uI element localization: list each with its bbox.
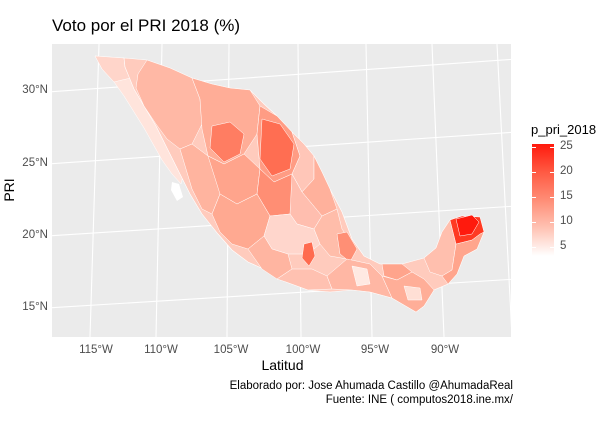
y-tick-label: 25°N [22,157,48,169]
region-coahuila-hot [259,118,295,177]
x-tick-label: 90°W [430,344,460,356]
legend-tick-label: 5 [560,240,567,252]
legend-tick-label: 15 [560,190,573,202]
region-baja-island [171,182,183,201]
caption-author: Elaborado por: Jose Ahumada Castillo @Ah… [229,380,513,392]
caption-source: Fuente: INE ( computos2018.ine.mx/ [325,394,513,406]
legend-tick-mark [550,172,554,173]
map-svg [52,44,511,337]
y-tick-label: 20°N [22,229,48,241]
region-michoacan [247,235,293,280]
region-chiapas-light [403,285,423,301]
region-hot-center [301,241,316,267]
x-tick-label: 100°W [285,344,321,356]
x-tick-label: 115°W [79,344,113,356]
legend-tick-mark [532,197,536,198]
x-tick-label: 105°W [213,344,249,356]
legend-colorbar [532,144,554,256]
legend-title: p_pri_2018 [531,122,597,137]
legend-tick-label: 20 [560,165,573,177]
legend-tick-mark [532,147,536,148]
y-axis-label: PRI [1,178,17,202]
legend-tick-mark [532,222,536,223]
legend-tick-mark [550,197,554,198]
region-chihuahua [191,77,261,165]
region-chihuahua-hot [209,121,245,163]
region-sonora [135,59,203,150]
y-tick-label: 30°N [22,84,48,96]
legend-tick-label: 25 [560,140,573,152]
region-oaxaca-light [351,265,371,287]
map-panel [52,44,511,337]
map-title: Voto por el PRI 2018 (%) [52,16,241,35]
legend-tick-mark [550,222,554,223]
region-yucatan-peak [455,214,480,237]
y-tick-label: 15°N [22,301,48,313]
x-axis-label: Latitud [261,357,304,373]
legend-tick-mark [532,172,536,173]
x-tick-label: 95°W [360,344,390,356]
region-veracruz-hot [336,231,358,263]
x-tick-label: 110°W [144,344,178,356]
legend-tick-mark [550,147,554,148]
legend-tick-mark [532,247,536,248]
legend-tick-mark [550,247,554,248]
legend-tick-label: 10 [560,215,573,227]
